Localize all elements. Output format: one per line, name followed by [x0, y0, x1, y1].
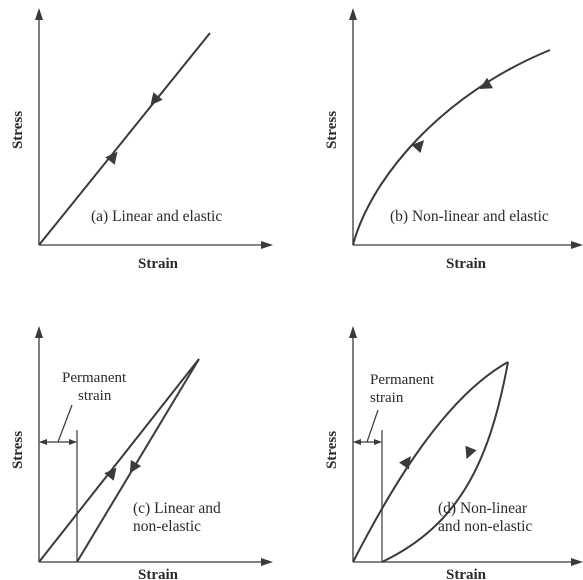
- panel-c: Permanent strain Stress Strain (c) Linea…: [10, 326, 273, 580]
- panel-d-annotation-line-2: strain: [370, 390, 404, 406]
- panel-c-y-axis-arrowhead: [35, 326, 43, 338]
- panel-d-annotation-leader: [366, 409, 379, 443]
- panel-d-annotation-line-1: Permanent: [370, 372, 435, 388]
- panel-c-x-axis-arrowhead: [261, 558, 273, 566]
- panel-b-y-axis-arrowhead: [349, 8, 357, 20]
- panel-d-loading-curve: [352, 361, 509, 563]
- panel-c-dimension-left-arrowhead: [39, 439, 47, 445]
- panel-d-y-axis-label: Stress: [324, 431, 340, 469]
- panel-b-caption: (b) Non-linear and elastic: [390, 208, 549, 225]
- panel-d-caption-line-1: (d) Non-linear: [438, 500, 528, 517]
- panel-a-caption: (a) Linear and elastic: [91, 208, 222, 225]
- panel-a: Stress Strain (a) Linear and elastic: [10, 8, 273, 272]
- panel-d-caption-line-2: and non-elastic: [438, 518, 532, 535]
- panel-b-y-axis-label: Stress: [324, 111, 340, 149]
- panel-d-x-axis-arrowhead: [571, 558, 583, 566]
- panel-c-annotation-line-2: strain: [78, 388, 112, 404]
- panel-c-dimension-right-arrowhead: [69, 439, 77, 445]
- panel-c-x-axis-label: Strain: [138, 567, 179, 580]
- panel-c-loading-arrow: [104, 467, 117, 481]
- panel-d-y-axis-arrowhead: [349, 326, 357, 338]
- panel-c-unloading-arrow: [129, 459, 142, 474]
- panel-b-loading-arrow: [411, 140, 425, 154]
- panel-b-x-axis-arrowhead: [571, 241, 583, 249]
- panel-c-y-axis-label: Stress: [10, 431, 26, 469]
- panel-a-stress-strain-line: [38, 32, 211, 246]
- panel-a-unloading-arrow: [150, 92, 163, 106]
- panel-d-loading-arrow: [399, 456, 411, 470]
- panel-a-y-axis-arrowhead: [35, 8, 43, 20]
- panel-c-annotation-line-1: Permanent: [62, 370, 127, 386]
- panel-d-dimension-left-arrowhead: [353, 439, 361, 445]
- panel-b-unloading-arrow: [479, 77, 493, 89]
- panel-a-y-axis-label: Stress: [10, 111, 26, 149]
- panel-a-x-axis-arrowhead: [261, 241, 273, 249]
- panel-d-x-axis-label: Strain: [446, 567, 487, 580]
- panel-b-stress-strain-curve: [352, 49, 551, 246]
- panel-a-loading-arrow: [105, 151, 118, 165]
- panel-c-annotation-leader: [57, 404, 73, 443]
- panel-d: Permanent strain Stress Strain (d) Non-l…: [324, 326, 583, 580]
- panel-b-x-axis-label: Strain: [446, 256, 487, 272]
- panel-a-x-axis-label: Strain: [138, 256, 179, 272]
- panel-c-loading-line: [38, 358, 200, 563]
- panel-d-unloading-curve: [381, 361, 509, 563]
- panel-d-dimension-right-arrowhead: [374, 439, 382, 445]
- panel-c-caption-line-2: non-elastic: [133, 518, 201, 535]
- panel-c-unloading-line: [76, 358, 200, 563]
- panel-b: Stress Strain (b) Non-linear and elastic: [324, 8, 583, 272]
- panel-d-unloading-arrow: [465, 445, 477, 460]
- panel-c-caption-line-1: (c) Linear and: [133, 500, 221, 517]
